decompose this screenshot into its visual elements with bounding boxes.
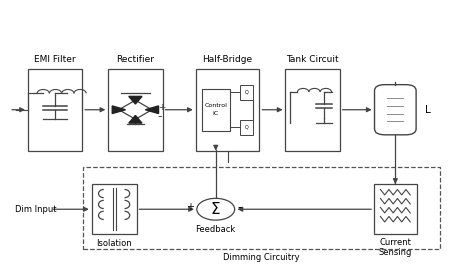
FancyBboxPatch shape: [374, 85, 416, 135]
Text: Tank Circuit: Tank Circuit: [286, 55, 339, 64]
Text: Dim Input: Dim Input: [15, 205, 56, 214]
Bar: [240, 84, 253, 99]
Text: -: -: [157, 110, 162, 123]
Text: +: +: [186, 202, 194, 212]
Text: -: -: [237, 201, 241, 213]
Text: EMI Filter: EMI Filter: [34, 55, 76, 64]
Text: Current
Sensing: Current Sensing: [379, 238, 412, 257]
Text: Isolation: Isolation: [96, 239, 132, 247]
Text: $\Sigma$: $\Sigma$: [210, 201, 221, 217]
Polygon shape: [146, 106, 158, 113]
Text: Half-Bridge: Half-Bridge: [202, 55, 253, 64]
Text: Q: Q: [245, 90, 248, 95]
Polygon shape: [129, 96, 142, 104]
Text: Rectifier: Rectifier: [117, 55, 155, 64]
Text: Dimming Circuitry: Dimming Circuitry: [224, 253, 300, 262]
Text: +: +: [157, 103, 165, 112]
Bar: [374, 184, 417, 235]
Bar: [285, 69, 340, 151]
Bar: [108, 69, 163, 151]
Circle shape: [197, 198, 235, 220]
Bar: [83, 167, 440, 249]
Bar: [240, 120, 253, 135]
Polygon shape: [129, 115, 142, 123]
Polygon shape: [112, 106, 126, 113]
Bar: [201, 89, 230, 131]
Bar: [196, 69, 259, 151]
Bar: [91, 184, 137, 235]
Text: Q: Q: [245, 125, 248, 130]
Bar: [28, 69, 82, 151]
Text: Feedback: Feedback: [196, 225, 236, 234]
Text: L: L: [425, 105, 430, 115]
Text: IC: IC: [213, 111, 219, 116]
Text: Control: Control: [204, 103, 227, 108]
